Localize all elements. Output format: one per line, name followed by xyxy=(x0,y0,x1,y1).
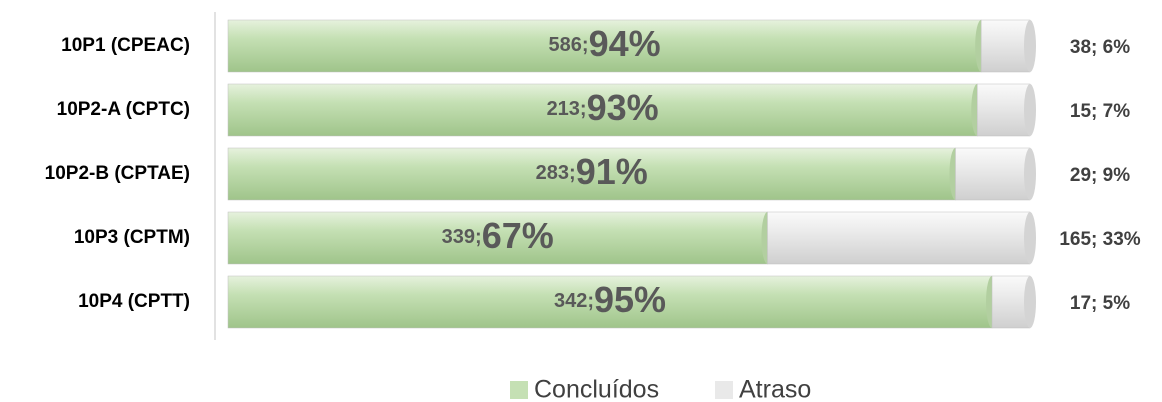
bar-segment xyxy=(227,147,956,201)
data-label: 17; 5% xyxy=(1070,293,1130,314)
data-label: 165; 33% xyxy=(1059,229,1140,250)
bar-cap xyxy=(1024,212,1036,264)
y-tick-label: 10P3 (CPTM) xyxy=(74,227,190,248)
bar-segment xyxy=(976,83,1031,137)
data-label: 38; 6% xyxy=(1070,37,1130,58)
bar-segment xyxy=(227,19,982,73)
bar-segment xyxy=(991,275,1031,329)
legend-swatch xyxy=(510,381,528,399)
data-label: 342;95% xyxy=(554,279,666,320)
data-label: 15; 7% xyxy=(1070,101,1130,122)
count-label: 586; xyxy=(549,34,589,56)
y-tick-label: 10P2-B (CPTAE) xyxy=(45,163,190,184)
percent-label: 67% xyxy=(482,215,554,256)
percent-label: 95% xyxy=(594,279,666,320)
data-label: 29; 9% xyxy=(1070,165,1130,186)
count-label: 339; xyxy=(442,226,482,248)
bar-segment xyxy=(227,275,993,329)
bar-cap xyxy=(1024,20,1036,72)
data-label: 283;91% xyxy=(536,151,648,192)
data-label: 339;67% xyxy=(442,215,554,256)
bar-cap xyxy=(1024,148,1036,200)
data-label: 586;94% xyxy=(549,23,661,64)
count-label: 213; xyxy=(547,98,587,120)
percent-label: 91% xyxy=(576,151,648,192)
y-tick-label: 10P4 (CPTT) xyxy=(78,291,190,312)
percent-label: 93% xyxy=(587,87,659,128)
bar-segment xyxy=(767,211,1031,265)
count-label: 283; xyxy=(536,162,576,184)
legend-swatch xyxy=(715,381,733,399)
bar-cap xyxy=(1024,276,1036,328)
bar-segment xyxy=(980,19,1031,73)
count-label: 342; xyxy=(554,290,594,312)
legend-label: Atraso xyxy=(739,376,811,402)
y-tick-label: 10P1 (CPEAC) xyxy=(61,35,190,56)
data-label: 213;93% xyxy=(547,87,659,128)
bar-segment xyxy=(227,211,768,265)
bar-segment xyxy=(955,147,1031,201)
legend-label: Concluídos xyxy=(534,376,659,402)
y-tick-label: 10P2-A (CPTC) xyxy=(57,99,190,120)
percent-label: 94% xyxy=(589,23,661,64)
bar-segment xyxy=(227,83,978,137)
bar-cap xyxy=(1024,84,1036,136)
